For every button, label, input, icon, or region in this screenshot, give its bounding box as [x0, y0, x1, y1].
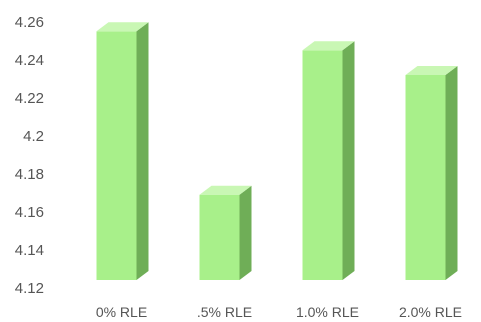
x-axis-tick-labels: 0% RLE .5% RLE 1.0% RLE 2.0% RLE [96, 304, 462, 320]
bar [199, 185, 252, 280]
y-tick-label: 4.14 [15, 242, 44, 259]
y-tick-label: 4.2 [23, 128, 44, 145]
bar-top [199, 185, 252, 195]
y-tick-label: 4.12 [15, 280, 44, 297]
bar-side [342, 41, 355, 280]
bar-front [302, 50, 343, 280]
bar-front [96, 31, 137, 280]
y-tick-label: 4.18 [15, 166, 44, 183]
y-tick-label: 4.26 [15, 14, 44, 31]
bar [96, 22, 149, 281]
bar-top [405, 66, 458, 75]
bars [96, 22, 458, 281]
bar-front [405, 75, 446, 280]
bar-top [96, 22, 149, 32]
x-tick-label: 1.0% RLE [296, 304, 359, 320]
bar-side [239, 185, 252, 280]
x-tick-label: 0% RLE [96, 304, 147, 320]
bar-front [199, 194, 240, 280]
bar-side [136, 22, 149, 281]
y-tick-label: 4.22 [15, 90, 44, 107]
bar [302, 41, 355, 280]
x-tick-label: 2.0% RLE [399, 304, 462, 320]
y-axis-tick-labels: 4.12 4.14 4.16 4.18 4.2 4.22 4.24 4.26 [15, 14, 44, 297]
y-tick-label: 4.24 [15, 52, 44, 69]
y-tick-label: 4.16 [15, 204, 44, 221]
x-tick-label: .5% RLE [197, 304, 252, 320]
bar-top [302, 41, 355, 51]
bar [405, 66, 458, 280]
bar-side [445, 66, 458, 280]
